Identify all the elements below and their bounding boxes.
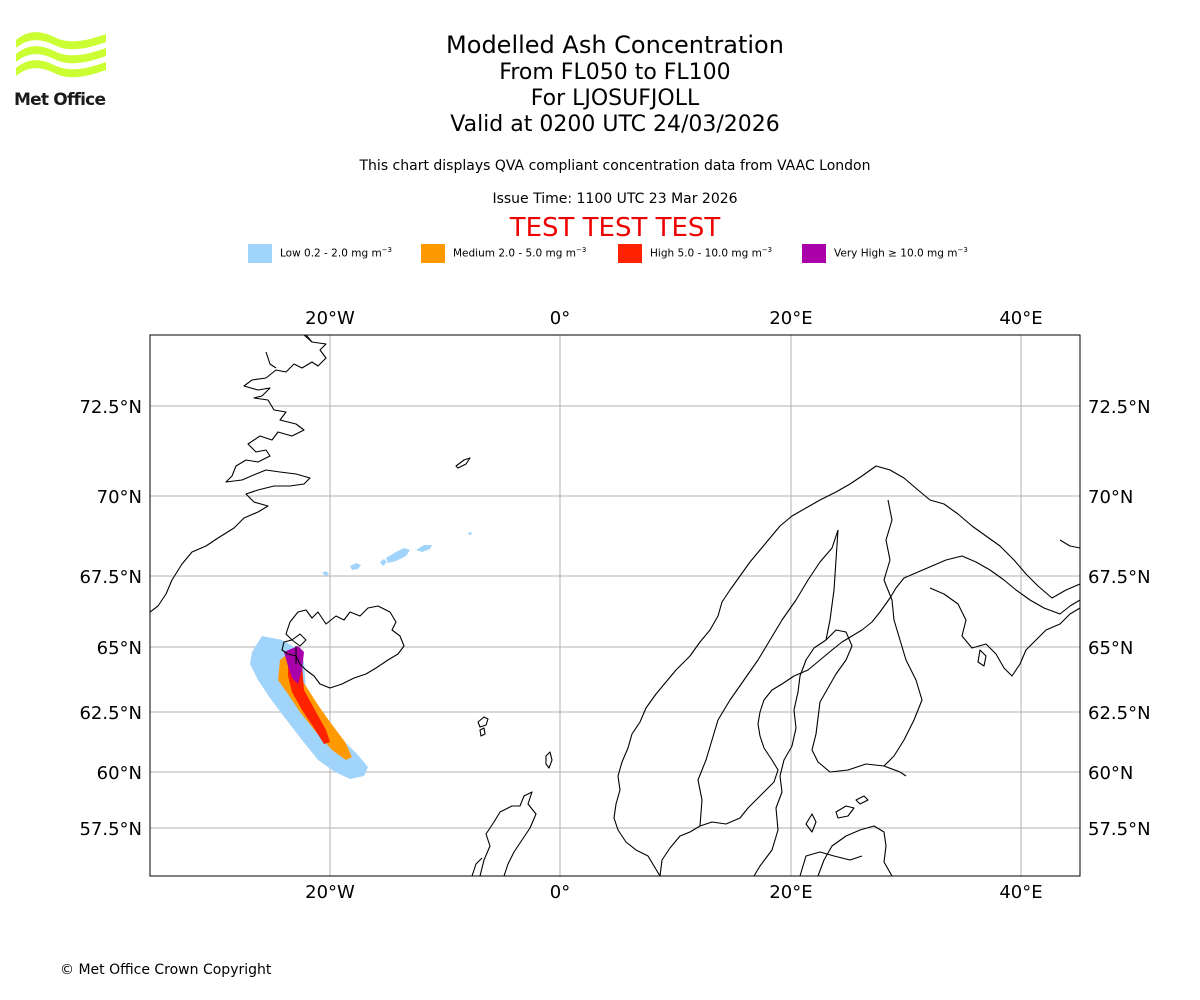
met-office-logo: Met Office: [12, 28, 112, 112]
white-sea-coast: [929, 587, 1080, 677]
scotland-coast: [479, 791, 537, 876]
volcano-name: For LJOSUFJOLL: [530, 86, 700, 111]
map-frame: [149, 334, 1081, 877]
chart-title: Modelled Ash Concentration: [446, 31, 784, 59]
lat-label-right-70: 70°N: [1088, 487, 1133, 508]
iceland-coast: [281, 605, 405, 689]
scandinavia-coast: [659, 555, 1080, 876]
lat-label-right-60: 60°N: [1088, 763, 1133, 784]
legend-swatch-very-high: [802, 244, 826, 263]
lon-label-top-20e: 20°E: [769, 308, 812, 329]
legend-label-high: High 5.0 - 10.0 mg m−3: [650, 246, 773, 260]
ash-very-high-concentration: [284, 646, 304, 684]
copyright-notice: © Met Office Crown Copyright: [60, 962, 272, 978]
legend-swatch-medium: [421, 244, 445, 263]
lat-label-left-65: 65°N: [97, 638, 142, 659]
lat-label-left-57-5: 57.5°N: [79, 819, 142, 840]
coastlines: [150, 335, 1080, 876]
shetland-islands: [545, 751, 553, 769]
lon-label-bottom-40e: 40°E: [999, 882, 1042, 903]
lon-label-bottom-0: 0°: [550, 882, 570, 903]
legend-swatch-low: [248, 244, 272, 263]
jan-mayen: [455, 457, 471, 469]
lat-label-left-70: 70°N: [97, 487, 142, 508]
issue-time: Issue Time: 1100 UTC 23 Mar 2026: [492, 191, 738, 207]
baltic-coast: [817, 825, 893, 876]
test-banner: TEST TEST TEST: [509, 213, 721, 243]
concentration-legend: Low 0.2 - 2.0 mg m−3 Medium 2.0 - 5.0 mg…: [0, 243, 1200, 265]
lat-label-right-65: 65°N: [1088, 638, 1133, 659]
lat-label-right-57-5: 57.5°N: [1088, 819, 1151, 840]
lon-label-top-20w: 20°W: [305, 308, 355, 329]
flight-level-range: From FL050 to FL100: [499, 60, 731, 85]
lat-label-left-72-5: 72.5°N: [79, 397, 142, 418]
legend-label-very-high: Very High ≥ 10.0 mg m−3: [834, 246, 968, 260]
lat-label-right-62-5: 62.5°N: [1088, 703, 1151, 724]
lon-label-top-40e: 40°E: [999, 308, 1042, 329]
volcano-marker: [291, 633, 307, 664]
chart-title-block: Modelled Ash Concentration From FL050 to…: [0, 30, 1200, 138]
valid-time: Valid at 0200 UTC 24/03/2026: [450, 112, 780, 137]
lon-label-bottom-20w: 20°W: [305, 882, 355, 903]
map-gridlines: [150, 335, 1080, 876]
gulf-of-bothnia: [753, 639, 827, 876]
legend-label-medium: Medium 2.0 - 5.0 mg m−3: [453, 246, 587, 260]
legend-label-low: Low 0.2 - 2.0 mg m−3: [280, 246, 393, 260]
met-office-wave-icon: [16, 32, 106, 78]
lat-label-left-60: 60°N: [97, 763, 142, 784]
lat-label-right-72-5: 72.5°N: [1088, 397, 1151, 418]
greenland-coast: [150, 335, 327, 613]
faroe-islands: [477, 716, 489, 737]
qva-subtitle: This chart displays QVA compliant concen…: [359, 158, 871, 174]
met-office-wordmark: Met Office: [14, 90, 106, 110]
lat-label-left-62-5: 62.5°N: [79, 703, 142, 724]
legend-swatch-high: [618, 244, 642, 263]
lat-label-right-67-5: 67.5°N: [1088, 567, 1151, 588]
lon-label-top-0: 0°: [550, 308, 570, 329]
ash-low-concentration: [250, 532, 472, 779]
lon-label-bottom-20e: 20°E: [769, 882, 812, 903]
lat-label-left-67-5: 67.5°N: [79, 567, 142, 588]
